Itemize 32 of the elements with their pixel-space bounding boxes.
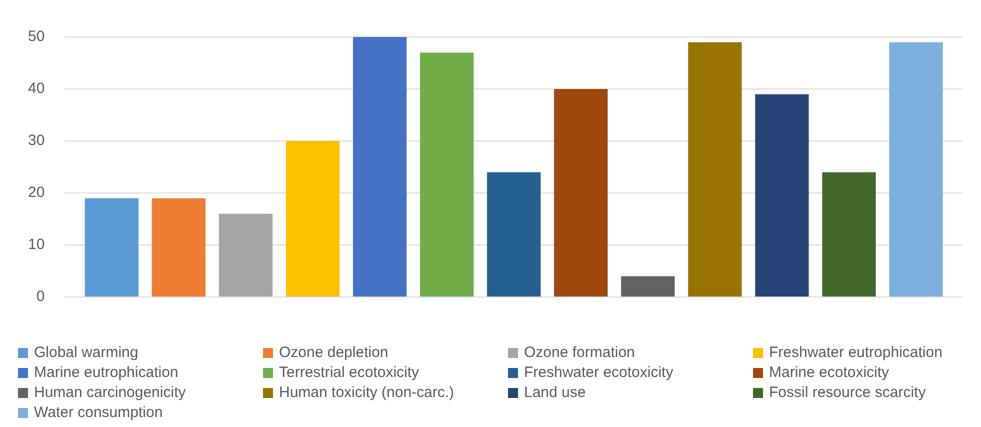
bar [152, 198, 206, 296]
legend-label: Fossil resource scarcity [769, 384, 926, 401]
y-tick-label: 50 [28, 28, 45, 46]
bar [554, 89, 608, 296]
y-tick-label: 30 [28, 132, 45, 150]
bar [420, 52, 474, 296]
bar [352, 37, 407, 296]
legend-label: Freshwater ecotoxicity [524, 364, 674, 381]
bar [688, 42, 742, 296]
legend-label: Marine eutrophication [34, 364, 178, 381]
legend-label: Human toxicity (non-carc.) [279, 384, 454, 401]
legend-label: Freshwater eutrophication [769, 344, 942, 361]
bar [822, 172, 876, 296]
bar [84, 198, 138, 296]
y-tick-label: 40 [28, 80, 45, 98]
bar [621, 276, 675, 296]
y-tick-label: 10 [28, 236, 45, 254]
legend-label: Land use [524, 384, 586, 401]
bar [755, 94, 809, 296]
legend-label: Ozone depletion [279, 344, 388, 361]
legend-label: Marine ecotoxicity [769, 364, 890, 381]
bar [889, 42, 943, 296]
bar [286, 141, 340, 296]
y-tick-label: 0 [36, 288, 45, 306]
bar [218, 214, 273, 296]
legend-label: Global warming [34, 344, 138, 361]
legend-label: Ozone formation [524, 344, 635, 361]
legend-label: Human carcinogenicity [34, 384, 186, 401]
bar [487, 172, 541, 296]
y-tick-label: 20 [28, 184, 45, 202]
legend-label: Terrestrial ecotoxicity [279, 364, 420, 381]
legend-label: Water consumption [34, 404, 163, 421]
